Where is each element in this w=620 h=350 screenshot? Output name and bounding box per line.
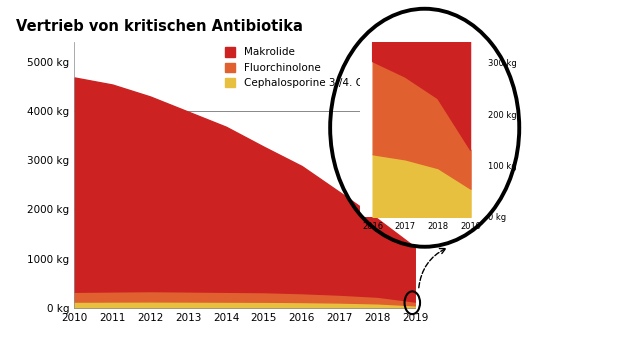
Text: Vertrieb von kritischen Antibiotika: Vertrieb von kritischen Antibiotika: [16, 19, 303, 34]
Legend: Makrolide, Fluorchinolone, Cephalosporine 3./4. Generation: Makrolide, Fluorchinolone, Cephalosporin…: [225, 47, 414, 88]
